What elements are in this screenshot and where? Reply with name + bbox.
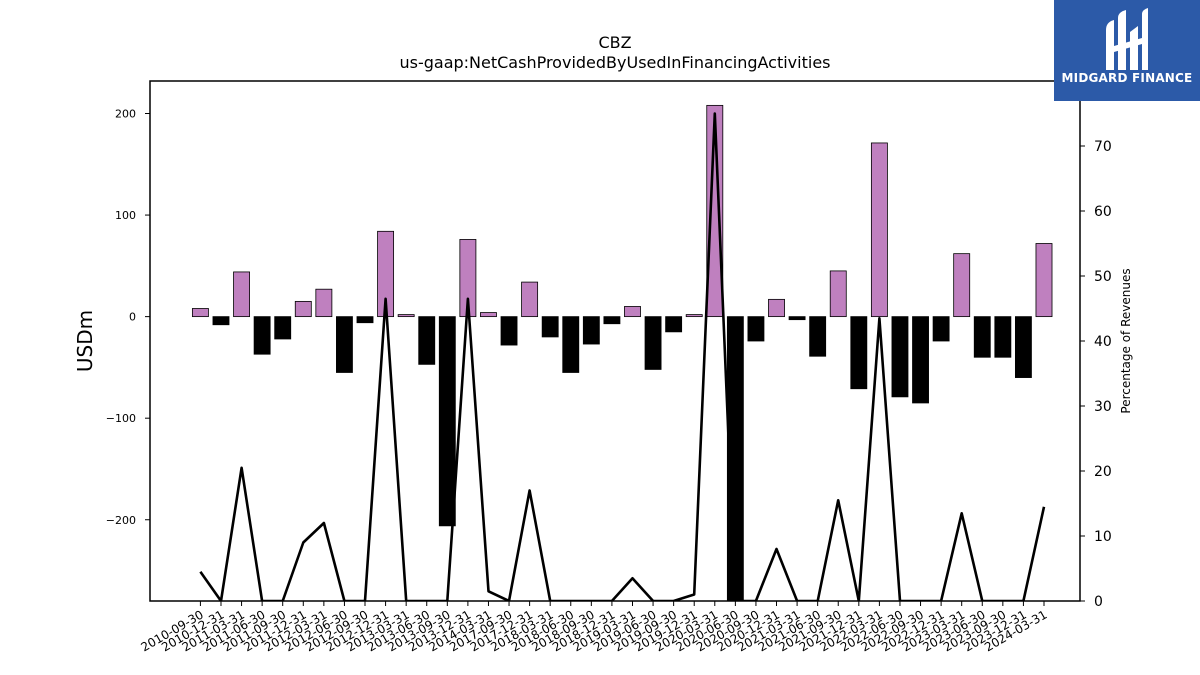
y-tick-label: 200 — [115, 108, 136, 121]
bar-2022-09-30 — [912, 316, 929, 404]
bar-2019-06-30 — [644, 316, 662, 370]
y2-tick-label: 40 — [1094, 334, 1112, 350]
bar-2018-09-30 — [582, 316, 600, 345]
bar-2020-09-30 — [747, 316, 765, 342]
bars-group — [191, 104, 1053, 602]
bar-2010-12-31 — [212, 316, 230, 326]
chart-subtitle: us-gaap:NetCashProvidedByUsedInFinancing… — [399, 53, 830, 72]
y2-axis-label: Percentage of Revenues — [1119, 268, 1133, 413]
bar-2023-03-31 — [953, 253, 971, 318]
logo-mark-icon — [1106, 8, 1148, 70]
bar-2012-03-31 — [315, 288, 333, 318]
bar-2011-06-30 — [253, 316, 271, 355]
bar-2023-09-30 — [994, 316, 1012, 358]
y-axis-left: −200 −100 0 100 200 — [106, 108, 150, 527]
bar-2021-06-30 — [809, 316, 827, 357]
bar-2011-12-31 — [294, 300, 312, 318]
bar-2013-06-30 — [418, 316, 436, 365]
y-axis-right: 01020304050607080 — [1080, 74, 1112, 610]
y2-tick-label: 20 — [1094, 464, 1112, 480]
bar-2022-12-31 — [932, 316, 950, 342]
y2-tick-label: 70 — [1094, 139, 1112, 155]
bar-2018-06-30 — [562, 316, 580, 373]
bar-2022-03-31 — [870, 142, 888, 318]
bar-2021-12-31 — [850, 316, 868, 390]
midgard-finance-logo: MIDGARD FINANCE — [1054, 0, 1200, 101]
bar-2020-03-31 — [706, 104, 724, 318]
bar-2023-12-31 — [1014, 316, 1032, 378]
bar-2024-03-31 — [1035, 243, 1053, 318]
bar-2019-09-30 — [665, 316, 683, 333]
chart-title: CBZ — [598, 33, 631, 52]
y2-tick-label: 50 — [1094, 269, 1112, 285]
y2-tick-label: 30 — [1094, 399, 1112, 415]
bar-2019-12-31 — [685, 314, 703, 318]
bar-2012-09-30 — [356, 316, 374, 324]
bar-2023-06-30 — [973, 316, 991, 358]
bar-2013-09-30 — [438, 316, 456, 527]
y2-tick-label: 0 — [1094, 594, 1103, 610]
bar-2021-03-31 — [788, 316, 806, 321]
y-tick-label: 100 — [115, 209, 136, 222]
bar-2022-06-30 — [891, 316, 909, 398]
y-tick-label: −200 — [106, 514, 136, 527]
bar-2018-03-31 — [541, 316, 559, 338]
logo-text: MIDGARD FINANCE — [1061, 71, 1193, 85]
line-group — [199, 112, 1046, 601]
y-axis-label: USDm — [73, 310, 97, 372]
bar-2010-09-30 — [191, 308, 209, 318]
y2-tick-label: 10 — [1094, 529, 1112, 545]
bar-2017-12-31 — [521, 281, 539, 318]
y-tick-label: 0 — [129, 311, 136, 324]
bar-2018-12-31 — [603, 316, 621, 325]
bar-2020-12-31 — [768, 298, 785, 318]
bar-2011-03-31 — [233, 271, 250, 318]
bar-2017-09-30 — [500, 316, 518, 346]
y2-tick-label: 60 — [1094, 204, 1112, 220]
bar-2013-03-31 — [397, 314, 415, 318]
bar-2012-06-30 — [336, 316, 353, 373]
bar-2011-09-30 — [274, 316, 292, 340]
bar-2014-03-31 — [480, 312, 497, 318]
percentage-line — [199, 112, 1046, 601]
bar-2021-09-30 — [829, 270, 847, 318]
bar-2019-03-31 — [624, 306, 641, 318]
y-tick-label: −100 — [106, 412, 136, 425]
x-axis: 2010-09-302010-12-312011-03-312011-06-30… — [139, 601, 1049, 654]
